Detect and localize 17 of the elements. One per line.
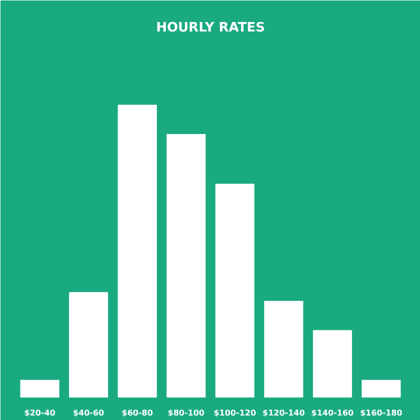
bar [264,300,304,398]
bar [118,104,157,398]
x-tick-label: $120-140 [262,408,306,418]
bar [20,380,60,398]
bar [69,292,108,398]
x-tick-label: $60-80 [122,408,154,418]
bar [215,184,254,398]
bar [166,134,206,398]
x-tick-label: $100-120 [214,408,256,418]
chart-title: HOURLY RATES [156,20,265,36]
x-tick-label: $160-180 [360,408,403,418]
x-tick-label: $140-160 [311,408,354,418]
x-tick-label: $40-60 [72,408,105,418]
bar [362,380,401,398]
x-tick-label: $20-40 [24,408,56,418]
x-tick-label: $80-100 [168,408,205,418]
bar [312,330,352,398]
